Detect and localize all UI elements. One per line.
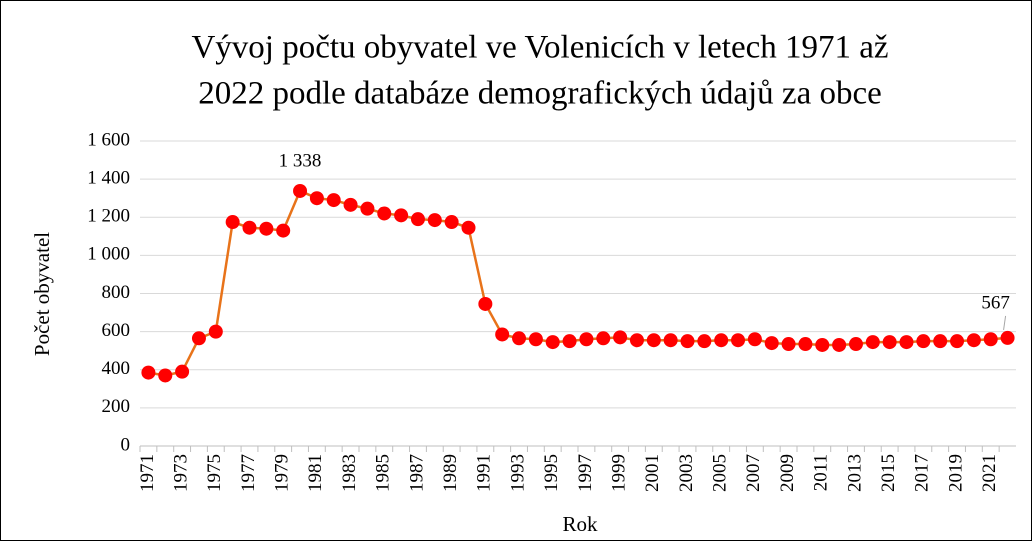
x-tick-label: 1979 [272,454,293,492]
y-axis-label: Počet obyvatel [30,232,54,356]
marker [461,220,476,235]
x-tick-label: 1991 [474,454,495,492]
x-tick-label: 2015 [878,454,899,492]
chart-title: Vývoj počtu obyvatel ve Volenicích v let… [191,30,888,66]
x-tick-label: 1975 [204,454,225,492]
marker [983,332,998,347]
x-tick-label: 1999 [608,454,629,492]
x-tick-label: 2007 [743,454,764,492]
marker [950,334,965,349]
marker [832,337,847,352]
marker [276,223,291,238]
marker [865,335,880,350]
data-label: 1 338 [279,150,322,171]
line [148,189,1008,377]
marker [882,335,897,350]
y-tick-label: 1 200 [87,206,130,227]
marker [309,191,324,206]
data-label: 567 [981,292,1010,313]
x-tick-label: 1981 [305,454,326,492]
marker [629,333,644,348]
y-tick-label: 200 [102,396,131,417]
marker [410,212,425,227]
x-tick-label: 1993 [507,454,528,492]
marker [781,337,796,352]
marker [1000,330,1015,345]
x-tick-label: 2019 [945,454,966,492]
x-tick-label: 1977 [238,454,259,492]
marker [562,334,577,349]
marker [613,330,628,345]
marker [916,334,931,349]
marker [141,365,156,380]
x-tick-label: 2021 [979,454,1000,492]
marker [191,331,206,346]
x-tick-label: 2011 [811,454,832,491]
x-tick-label: 1971 [137,454,158,492]
marker [815,337,830,352]
marker [242,220,257,235]
x-tick-label: 1987 [406,454,427,492]
x-tick-label: 1995 [541,454,562,492]
x-tick-label: 2003 [676,454,697,492]
x-axis-label: Rok [562,512,598,536]
marker [663,333,678,348]
marker [360,201,375,216]
y-tick-label: 1 600 [87,129,130,150]
x-tick-label: 1989 [440,454,461,492]
marker [899,335,914,350]
y-tick-label: 800 [102,282,131,303]
leader-line [1003,315,1007,330]
marker [933,334,948,349]
marker [495,327,510,342]
marker [528,332,543,347]
x-tick-label: 2009 [777,454,798,492]
marker [158,368,173,383]
marker [259,221,274,236]
marker [175,364,190,379]
y-tick-label: 1 000 [87,244,130,265]
marker [427,213,442,228]
marker [478,296,493,311]
marker [208,324,223,339]
chart-title: 2022 podle databáze demografických údajů… [198,76,882,112]
marker [293,183,308,198]
marker [680,334,695,349]
y-tick-label: 0 [121,434,131,455]
marker [798,337,813,352]
marker [697,334,712,349]
x-tick-label: 1973 [170,454,191,492]
x-tick-label: 2001 [642,454,663,492]
x-tick-label: 2005 [710,454,731,492]
marker [444,215,459,230]
marker [714,333,729,348]
marker [326,193,341,208]
marker [848,337,863,352]
y-tick-label: 400 [102,358,131,379]
marker [747,332,762,347]
marker [596,331,611,346]
x-tick-label: 2013 [844,454,865,492]
y-tick-label: 1 400 [87,167,130,188]
marker [512,331,527,346]
marker [966,333,981,348]
x-tick-label: 1997 [575,454,596,492]
marker [646,333,661,348]
marker [377,206,392,221]
marker [225,215,240,230]
y-tick-label: 600 [102,320,131,341]
marker [394,208,409,223]
marker [579,332,594,347]
marker [764,336,779,351]
marker [343,197,358,212]
marker [731,333,746,348]
x-tick-label: 1983 [339,454,360,492]
marker [545,335,560,350]
x-tick-label: 2017 [912,454,933,492]
x-tick-label: 1985 [373,454,394,492]
